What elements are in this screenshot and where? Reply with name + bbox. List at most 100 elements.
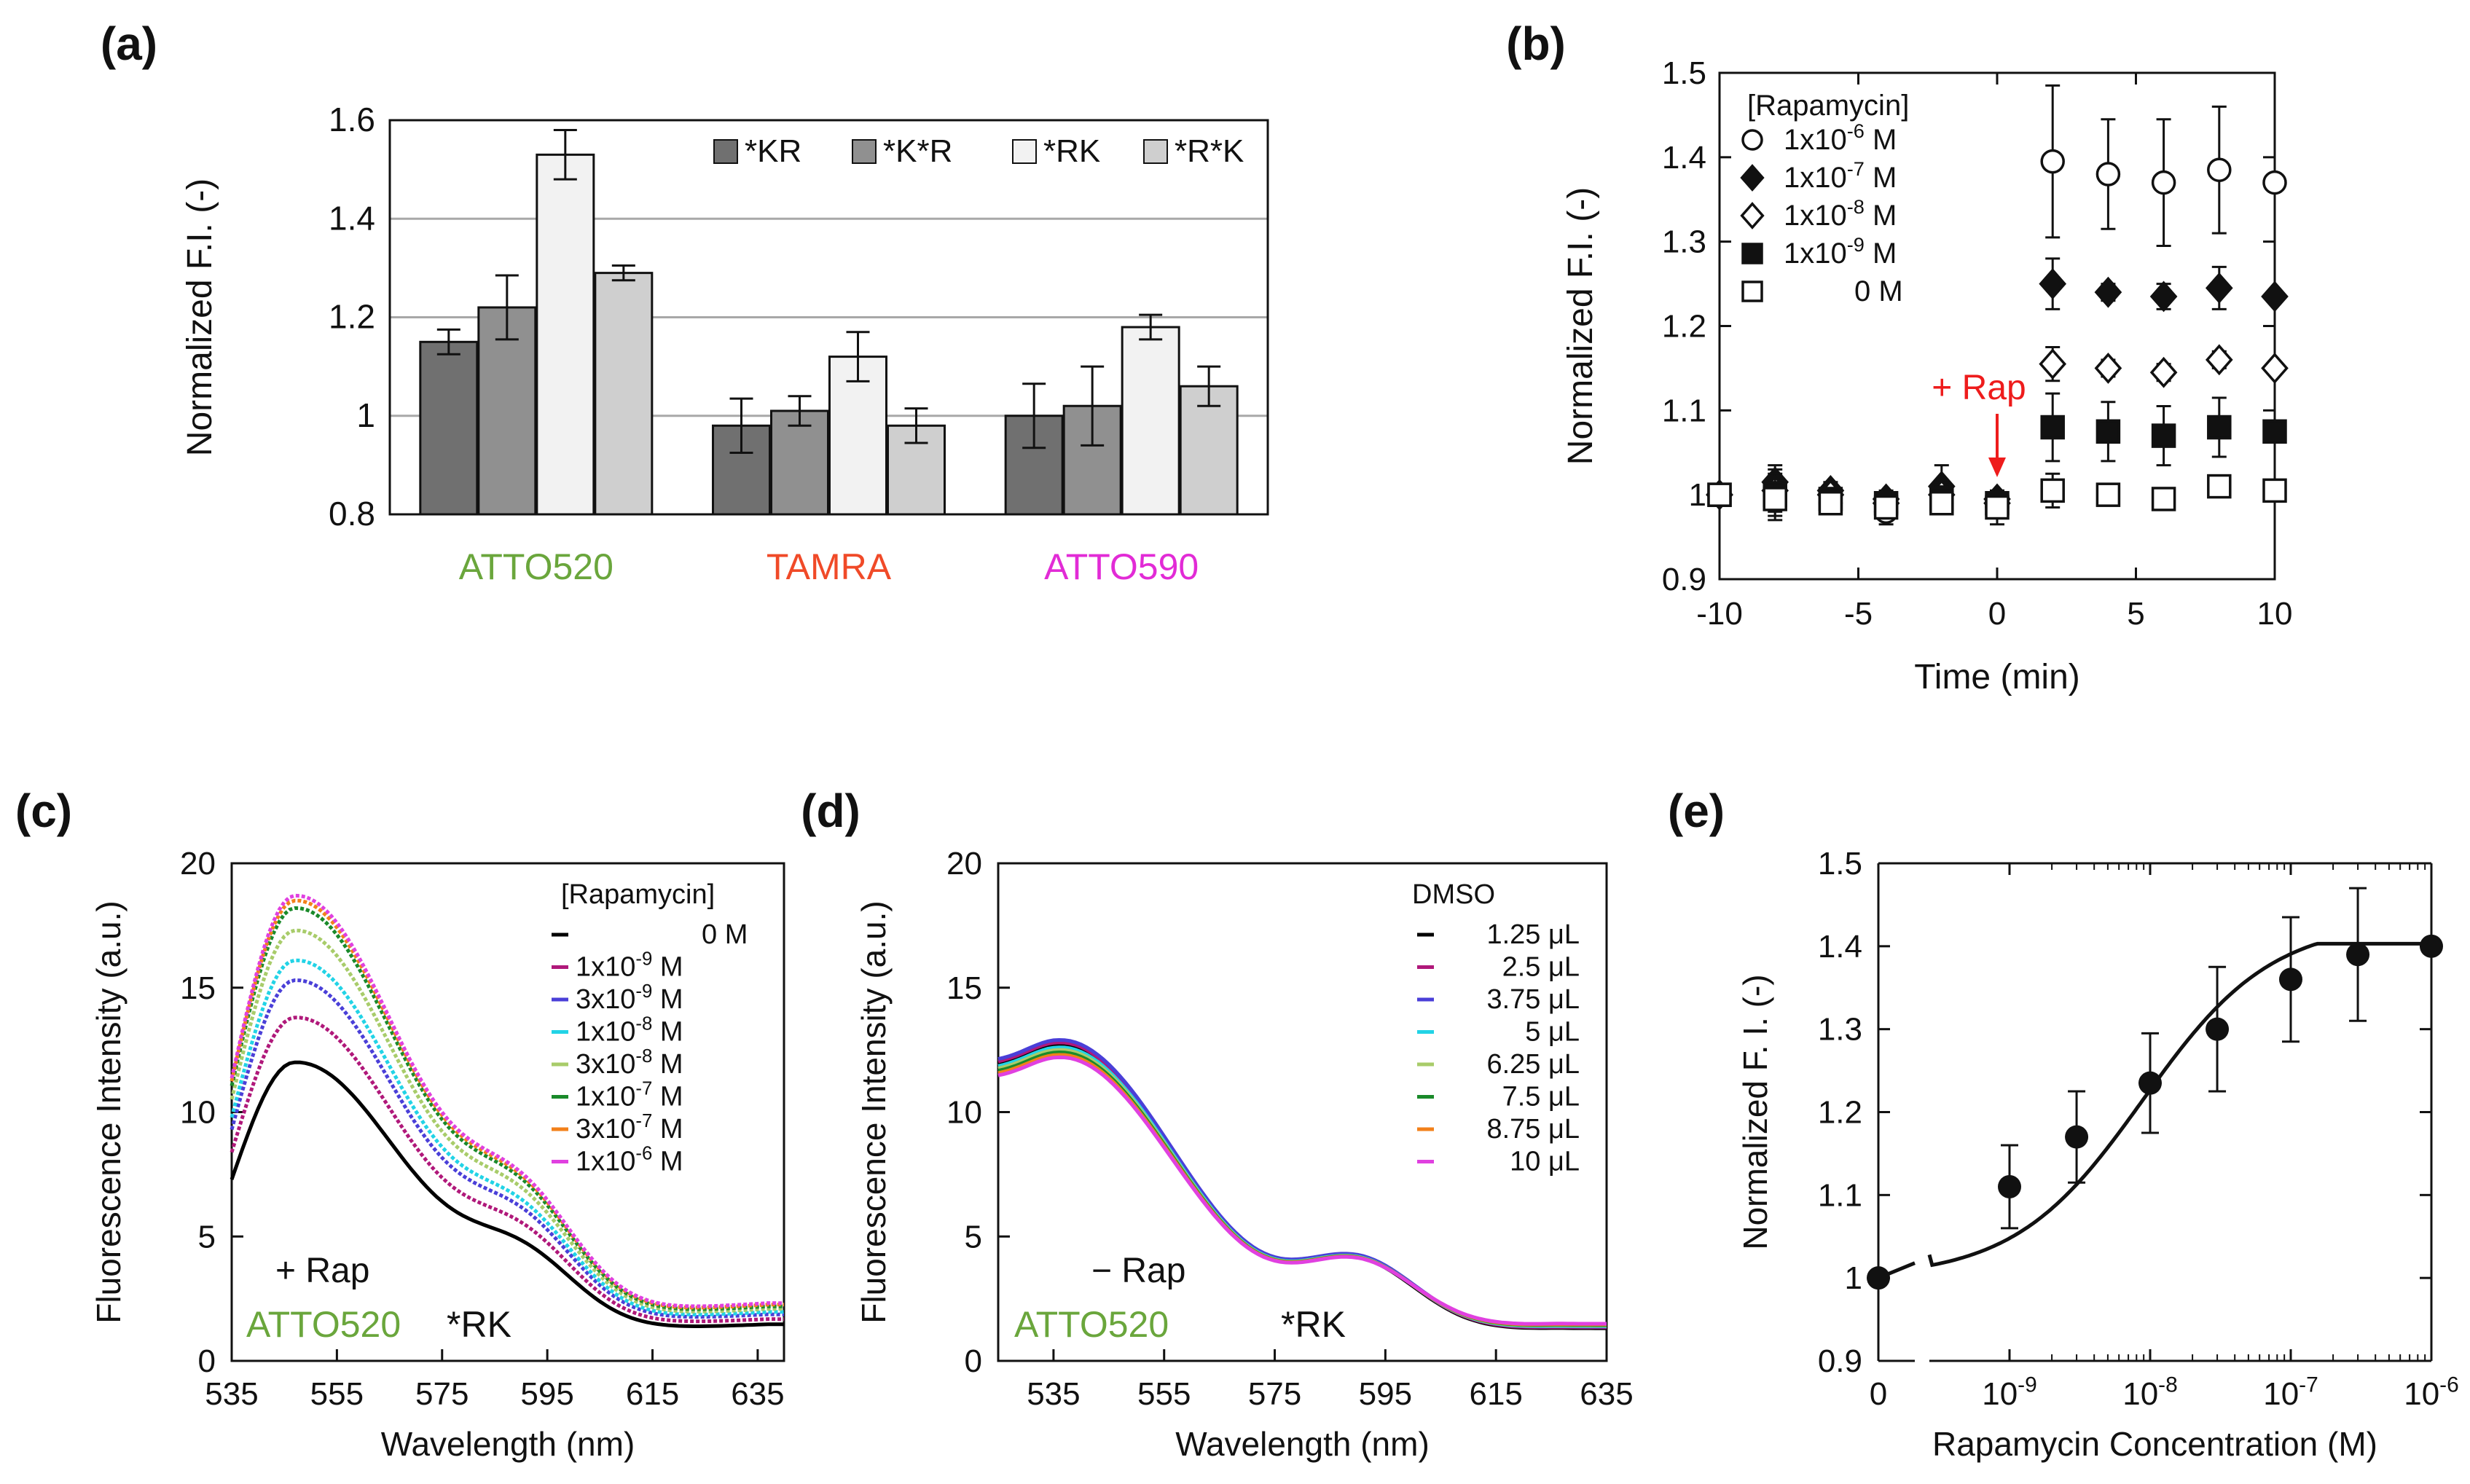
x-tick-label-exp: -8 [2158,1373,2178,1397]
legend-label-unit: M [652,984,683,1015]
y-tick-label: 10 [946,1095,982,1131]
legend-marker [1740,202,1765,229]
bar-sRsK-ATTO520 [594,272,654,516]
legend-label: *RK [1043,133,1100,169]
x-tick-label: 555 [310,1376,364,1412]
data-point [1867,1266,1890,1290]
x-tick-label: 10-9 [1982,1373,2037,1412]
x-tick-label: 10-8 [2122,1373,2178,1412]
legend-label: 1x10-6 M [1784,119,1897,156]
y-tick-label: 15 [180,970,216,1006]
data-point [1873,495,1899,520]
data-point [1998,1174,2021,1198]
legend-title: [Rapamycin] [561,879,715,910]
data-point [1818,491,1843,516]
x-tick-label-exp: -9 [2018,1373,2037,1397]
legend-label: *K*R [883,133,952,169]
legend-label-exp: -9 [635,981,652,1002]
data-point [2207,474,2232,499]
legend-label-unit: M [652,1049,683,1080]
y-tick-label: 0 [198,1343,216,1379]
data-point [2205,272,2233,304]
legend-label: 1x10-8 M [1784,195,1897,232]
x-tick-label: 595 [520,1376,573,1412]
data-point [2346,943,2370,967]
y-tick-label: 1.4 [329,199,375,237]
legend-label-unit: M [1865,200,1897,232]
legend-label-exp: -9 [635,949,652,969]
y-tick-label: 1.1 [1818,1177,1862,1213]
data-point [2040,478,2065,503]
y-tick-label: 20 [946,846,982,882]
legend-label: 10 μL [1510,1147,1580,1177]
legend-label: 1x10-7 M [576,1078,683,1112]
panel-c: (c) 0 5 10 15 20 535 555 575 595 615 635 Wavelength … [15,785,785,1463]
x-tick-label: 535 [205,1376,258,1412]
bar-sRK-ATTO590 [1121,326,1180,516]
y-tick-label: 1 [1845,1260,1862,1296]
legend-label-unit: M [652,1017,683,1048]
y-tick-label: 1.2 [1818,1095,1862,1131]
data-point [2065,1125,2089,1149]
legend-label-exp: -7 [635,1078,652,1099]
legend-label: 1x10-6 M [576,1143,683,1177]
legend-label: 6.25 μL [1486,1049,1580,1080]
data-point [2149,280,2178,313]
panel-label-c: (c) [15,785,72,837]
x-tick-label-exp: -7 [2299,1373,2318,1397]
y-axis-label: Normalized F.I. (-) [181,178,219,456]
legend-label-base: 3x10 [576,1049,635,1080]
condition-note: − Rap [1091,1252,1185,1290]
legend-label-unit: M [652,952,683,983]
spectrum-line [230,893,784,1308]
panel-label-a: (a) [101,17,157,70]
legend-title: [Rapamycin] [1747,90,1909,122]
condition-note: + Rap [275,1252,369,1290]
spectrum-line [230,898,784,1310]
x-tick-label-base: 0 [1870,1376,1887,1412]
y-tick-label: 15 [946,970,982,1006]
legend-marker [1741,129,1763,151]
data-point [2262,170,2287,195]
data-point [2040,149,2065,174]
data-point [2040,415,2065,440]
y-axis-label: Fluorescence Intensity (a.u.) [90,900,128,1323]
x-tick-label: 10-6 [2404,1373,2459,1412]
legend-label-base: 1x10 [1784,237,1847,270]
x-axis-label: Rapamycin Concentration (M) [1932,1425,2377,1463]
data-point [2095,162,2121,187]
legend-label-unit: M [1865,124,1897,156]
data-point [1929,491,1954,516]
legend-label-unit: M [1865,237,1897,270]
x-axis-label: Wavelength (nm) [381,1425,635,1463]
category-label-TAMRA: TAMRA [767,546,892,587]
x-tick-label: -5 [1844,596,1873,632]
x-tick-label-exp: -6 [2439,1373,2459,1397]
legend-label-base: 1x10 [1784,162,1847,194]
y-tick-label: 0 [965,1343,982,1379]
y-tick-label: 1.4 [1818,929,1862,965]
legend-label-base: 0 [702,919,717,950]
x-tick-label: 5 [2127,596,2144,632]
legend-title: DMSO [1412,879,1495,910]
panel-a: (a) 0.8 1 1.2 1.4 1.6 Normalized F.I. (-) ATTO5… [101,17,1269,587]
data-point [2039,348,2067,380]
data-point [2420,934,2443,958]
x-axis-label: Wavelength (nm) [1175,1425,1430,1463]
x-tick-label-base: 10 [2122,1376,2158,1412]
legend-label: 3x10-9 M [576,981,683,1015]
legend-label: 0 M [1854,275,1903,307]
y-axis-label: Normalized F.I. (-) [1561,187,1600,465]
x-tick-label: 615 [1469,1376,1522,1412]
legend-label-base: 1x10 [1784,200,1847,232]
data-point [2094,353,2122,384]
legend-label-exp: -8 [635,1013,652,1034]
legend-label: 1x10-9 M [1784,233,1897,270]
spectrum-line [230,906,784,1311]
y-tick-label: 0.8 [329,495,375,533]
legend-swatch [713,139,738,164]
y-tick-label: 1.5 [1818,846,1862,882]
data-point [2039,268,2067,299]
legend-label-unit: M [652,1082,683,1112]
y-tick-label: 1.5 [1662,55,1706,91]
